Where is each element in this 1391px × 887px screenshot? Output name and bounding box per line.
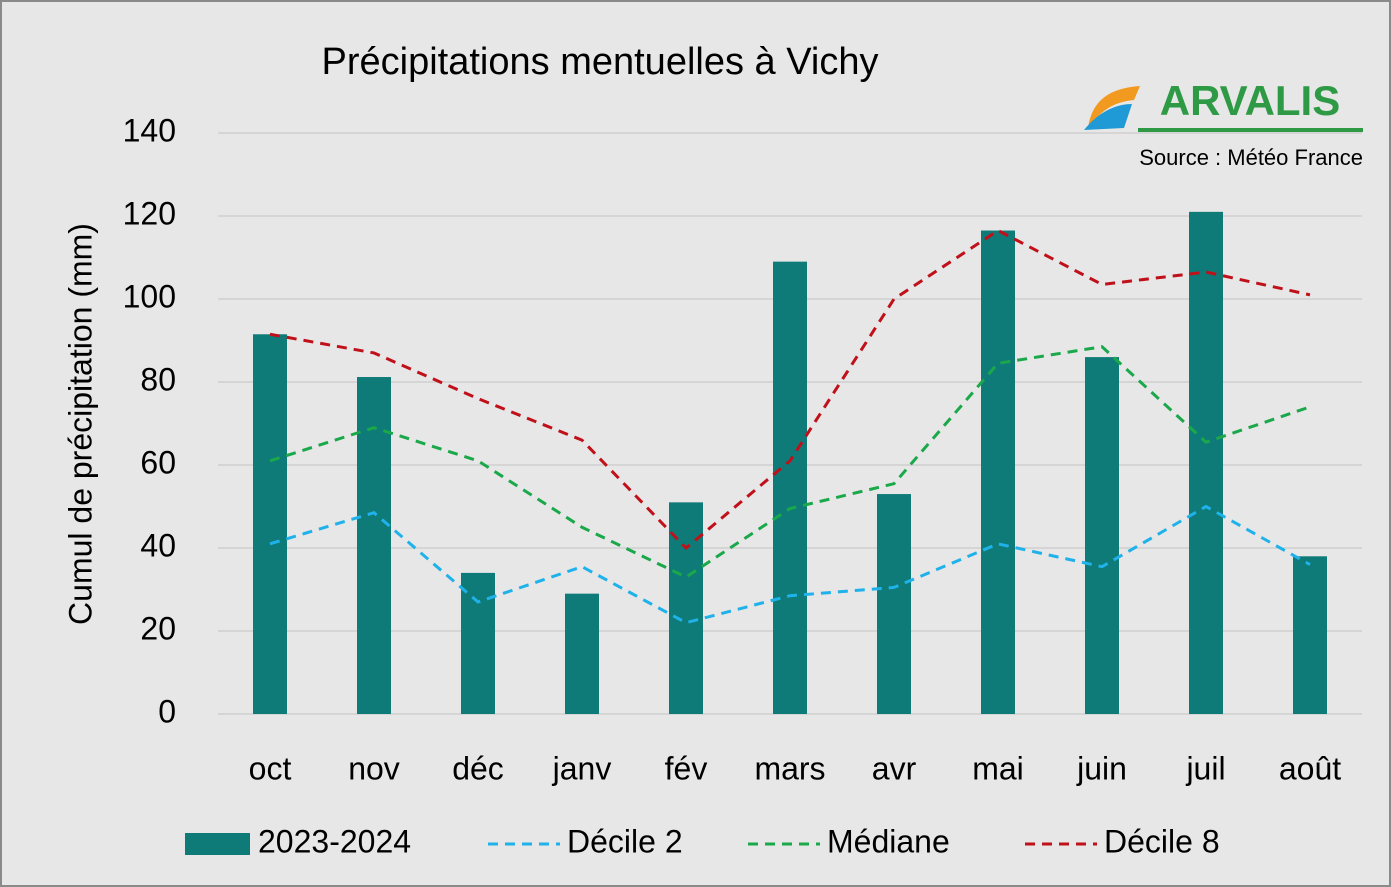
bar <box>565 593 599 714</box>
line-series <box>269 504 1311 625</box>
x-tick-label: juin <box>1076 750 1127 786</box>
logo: ARVALIS <box>1084 77 1363 132</box>
x-tick-label: déc <box>452 750 504 786</box>
bar <box>1293 556 1327 714</box>
x-tick-label: août <box>1279 750 1341 786</box>
logo-underline <box>1138 128 1363 132</box>
x-tick-label: janv <box>552 750 612 786</box>
y-tick-label: 140 <box>123 112 176 148</box>
source-note: Source : Météo France <box>1139 145 1363 170</box>
legend-label: Décile 8 <box>1104 823 1220 859</box>
x-tick-label: oct <box>249 750 292 786</box>
bar <box>877 494 911 714</box>
y-tick-label: 100 <box>123 278 176 314</box>
y-tick-label: 80 <box>140 361 176 397</box>
logo-leaf <box>1088 86 1140 128</box>
y-tick-label: 40 <box>140 527 176 563</box>
bar <box>773 261 807 714</box>
bar <box>461 572 495 714</box>
bar <box>1085 357 1119 714</box>
y-tick-label: 20 <box>140 610 176 646</box>
logo-leaf <box>1084 104 1132 130</box>
bar <box>981 230 1015 714</box>
legend-swatch <box>185 833 250 855</box>
legend-label: 2023-2024 <box>258 823 411 859</box>
bar <box>1189 211 1223 714</box>
line-series <box>269 345 1311 579</box>
y-tick-label: 60 <box>140 444 176 480</box>
bar <box>253 334 287 714</box>
y-tick-label: 0 <box>158 693 176 729</box>
x-tick-label: mai <box>972 750 1024 786</box>
x-tick-label: juil <box>1185 750 1225 786</box>
x-tick-label: nov <box>348 750 400 786</box>
y-tick-label: 120 <box>123 195 176 231</box>
chart-title: Précipitations mentuelles à Vichy <box>322 41 879 83</box>
legend-label: Décile 2 <box>567 823 683 859</box>
logo-text: ARVALIS <box>1160 77 1340 124</box>
y-axis-label: Cumul de précipitation (mm) <box>62 223 98 625</box>
bar <box>357 377 391 714</box>
line-series <box>269 228 1311 551</box>
x-tick-label: mars <box>754 750 825 786</box>
x-tick-label: avr <box>872 750 917 786</box>
legend-label: Médiane <box>827 823 950 859</box>
x-tick-label: fév <box>665 750 708 786</box>
